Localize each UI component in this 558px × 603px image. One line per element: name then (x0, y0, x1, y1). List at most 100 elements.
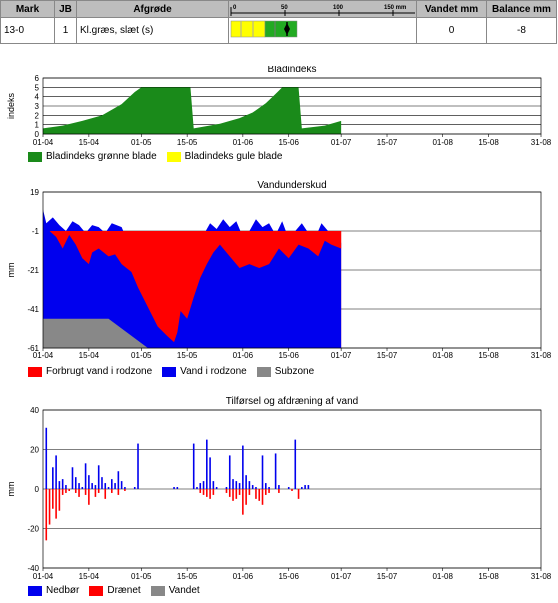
x-tick-label: 01-08 (432, 138, 453, 147)
legend-item-grey: Subzone (256, 366, 314, 377)
legend-item-vandet: Vandet (150, 585, 200, 596)
legend-item-green: Bladindeks grønne blade (28, 151, 157, 162)
cell-balance: -8 (486, 17, 557, 44)
x-tick-label: 01-05 (131, 138, 152, 147)
y-tick-label: -20 (27, 525, 39, 534)
y-tick-label: 4 (35, 93, 40, 102)
bar-draenet (78, 489, 80, 497)
scale-tick-100: 100 (333, 5, 344, 11)
summary-table: Mark JB Afgrøde 0 50 100 150 mm Vandet m… (0, 0, 557, 44)
cell-vandet: 0 (416, 17, 487, 44)
bar-nedboer (209, 457, 211, 489)
bar-nedboer (101, 477, 103, 489)
bar-nedboer (45, 427, 48, 489)
bar-draenet (94, 489, 97, 497)
scale-tick-0: 0 (233, 5, 237, 11)
legend-label-green: Bladindeks grønne blade (46, 151, 157, 162)
x-tick-label: 15-05 (177, 138, 198, 147)
bar-draenet (297, 489, 300, 499)
bar-draenet (45, 489, 48, 541)
bar-nedboer (235, 481, 238, 489)
x-tick-label: 01-06 (233, 351, 254, 360)
bar-nedboer (55, 455, 57, 489)
x-tick-label: 01-08 (432, 572, 453, 581)
bar-nedboer (301, 487, 303, 489)
bar-draenet (225, 489, 228, 493)
y-tick-label: 40 (30, 406, 39, 415)
bar-draenet (255, 489, 257, 499)
cell-crop: Kl.græs, slæt (s) (76, 17, 229, 44)
x-tick-label: 15-06 (278, 572, 299, 581)
bar-nedboer (206, 439, 208, 489)
chart-tilfoersel: Tilførsel og afdræning af vand mm 40 20 0 -20… (6, 396, 552, 581)
bar-nedboer (71, 467, 74, 489)
x-tick-label: 01-04 (33, 572, 54, 581)
bar-draenet (104, 489, 107, 499)
bar-draenet (228, 489, 231, 497)
bar-nedboer (120, 481, 123, 489)
bar-nedboer (88, 475, 90, 489)
bar-nedboer (111, 479, 113, 489)
x-tick-label: 15-07 (377, 572, 398, 581)
bar-nedboer (52, 467, 54, 489)
bar-draenet (248, 489, 251, 495)
bar-draenet (232, 489, 234, 501)
bar-nedboer (104, 483, 107, 489)
bar-draenet (235, 489, 238, 499)
series-area-0 (43, 87, 342, 134)
legend-tilfoersel: Nedbør Drænet Vandet (28, 585, 200, 596)
x-tick-label: 15-08 (478, 138, 499, 147)
x-tick-label: 15-04 (79, 572, 100, 581)
y-tick-label: 1 (35, 121, 40, 130)
header-jb: JB (54, 0, 77, 18)
cell-mark: 13-0 (0, 17, 55, 44)
bar-draenet (111, 489, 113, 493)
bar-nedboer (261, 455, 264, 489)
bar-nedboer (137, 443, 139, 489)
bar-nedboer (215, 487, 218, 489)
legend-item-red: Forbrugt vand i rodzone (28, 366, 152, 377)
bar-nedboer (78, 483, 80, 489)
bar-nedboer (117, 471, 120, 489)
plot-frame (42, 409, 542, 569)
bar-draenet (206, 489, 208, 497)
legend-bladindeks: Bladindeks grønne blade Bladindeks gule … (28, 151, 283, 162)
x-tick-label: 31-08 (531, 351, 552, 360)
y-tick-label: 20 (30, 446, 39, 455)
bar-nedboer (294, 439, 297, 489)
y-axis-label: mm (6, 263, 16, 278)
bar-draenet (238, 489, 241, 495)
y-tick-label: 2 (35, 111, 40, 120)
chart-title: Vandunderskud (257, 180, 326, 191)
bar-nedboer (199, 483, 202, 489)
y-tick-label: 5 (35, 83, 40, 92)
y-tick-label: -21 (27, 266, 39, 275)
x-tick-label: 01-05 (131, 351, 152, 360)
legend-item-yellow: Bladindeks gule blade (166, 151, 283, 162)
bar-draenet (261, 489, 264, 505)
bar-draenet (212, 489, 215, 495)
y-tick-label: 3 (35, 102, 40, 111)
bar-nedboer (81, 487, 84, 489)
x-tick-label: 01-07 (331, 138, 352, 147)
x-tick-label: 15-04 (79, 351, 100, 360)
legend-label-yellow: Bladindeks gule blade (184, 151, 283, 162)
bar-nedboer (94, 485, 97, 489)
cell-status-bar (228, 17, 417, 44)
x-tick-label: 01-06 (233, 572, 254, 581)
bar-draenet (291, 489, 293, 491)
bar-draenet (68, 489, 71, 491)
legend-label-red: Forbrugt vand i rodzone (46, 366, 153, 377)
bar-nedboer (228, 455, 231, 489)
legend-item-draenet: Drænet (89, 585, 141, 596)
x-tick-label: 01-04 (33, 351, 54, 360)
bar-draenet (88, 489, 90, 505)
bar-draenet (242, 489, 244, 515)
bar-draenet (48, 489, 51, 525)
bar-nedboer (287, 487, 290, 489)
bar-nedboer (278, 485, 280, 489)
legend-vandunderskud: Forbrugt vand i rodzone Vand i rodzone S… (28, 366, 314, 377)
bar-nedboer (97, 465, 100, 489)
x-tick-label: 15-08 (478, 351, 499, 360)
